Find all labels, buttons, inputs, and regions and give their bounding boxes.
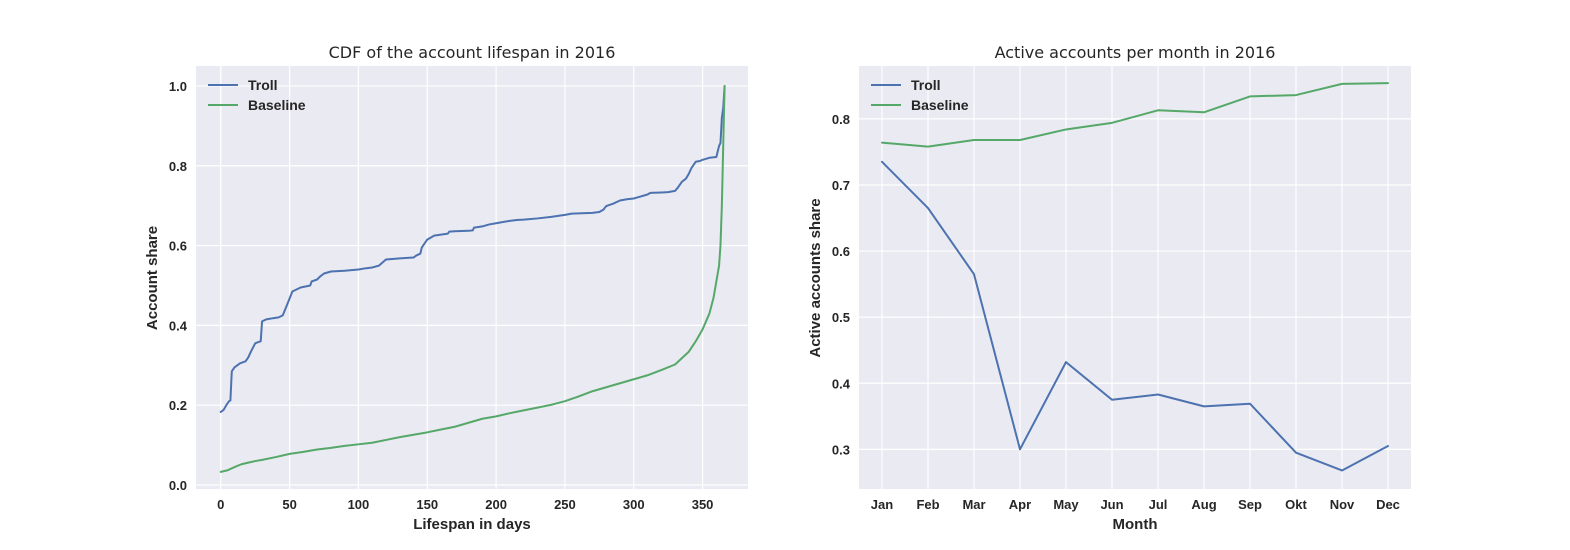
legend-label-troll: Troll — [248, 77, 278, 93]
x-tick-label: 300 — [623, 497, 645, 512]
y-tick-label: 0.0 — [169, 478, 187, 493]
active-accounts-chart: Jan Feb Mar Apr May Jun Jul Aug Sep Okt Nov Dec 0.3 0… — [807, 43, 1411, 533]
y-tick-label: 0.8 — [169, 159, 187, 174]
series-line-baseline — [219, 84, 726, 473]
x-tick-label: Jan — [871, 497, 893, 512]
legend-label-baseline: Baseline — [248, 97, 306, 113]
y-tick-label: 0.4 — [169, 318, 188, 333]
legend: Troll Baseline — [871, 77, 969, 113]
plot-area — [196, 66, 748, 489]
x-tick-label: 100 — [348, 497, 370, 512]
y-tick-label: 0.4 — [832, 376, 851, 391]
lifespan-cdf-chart: 0 50 100 150 200 250 300 3500.00.20.40.60.81.0 … — [144, 43, 748, 533]
series-line-troll — [881, 160, 1389, 472]
y-axis-label: Active accounts share — [807, 198, 824, 357]
legend-label-troll: Troll — [911, 77, 941, 93]
x-tick-label: Jul — [1149, 497, 1168, 512]
y-tick-label: 0.2 — [169, 398, 187, 413]
x-tick-label: Apr — [1009, 497, 1031, 512]
x-tick-label: Aug — [1191, 497, 1216, 512]
chart-title: CDF of the account lifespan in 2016 — [329, 43, 616, 62]
chart-title: Active accounts per month in 2016 — [995, 43, 1276, 62]
y-tick-label: 1.0 — [169, 79, 187, 94]
series-line-baseline — [881, 82, 1389, 148]
y-tick-label: 0.5 — [832, 310, 850, 325]
y-tick-label: 0.6 — [832, 244, 850, 259]
y-tick-label: 0.6 — [169, 239, 187, 254]
x-tick-label: 150 — [416, 497, 438, 512]
y-axis-label: Account share — [144, 226, 161, 330]
y-tick-label: 0.3 — [832, 442, 850, 457]
x-tick-label: Nov — [1330, 497, 1355, 512]
x-axis-label: Month — [1113, 516, 1158, 533]
x-tick-label: May — [1053, 497, 1079, 512]
legend-label-baseline: Baseline — [911, 97, 969, 113]
x-axis-label: Lifespan in days — [413, 516, 531, 533]
x-tick-label: 350 — [692, 497, 714, 512]
x-tick-label: Jun — [1100, 497, 1123, 512]
x-tick-label: 200 — [485, 497, 507, 512]
y-tick-label: 0.8 — [832, 112, 850, 127]
y-tick-label: 0.7 — [832, 178, 850, 193]
x-tick-label: Sep — [1238, 497, 1262, 512]
x-tick-label: Mar — [962, 497, 985, 512]
series-line-troll — [219, 84, 726, 413]
x-tick-label: Feb — [916, 497, 939, 512]
plot-area — [859, 66, 1411, 489]
x-tick-label: 0 — [217, 497, 224, 512]
legend: Troll Baseline — [208, 77, 306, 113]
x-tick-label: 50 — [282, 497, 296, 512]
x-tick-label: Dec — [1376, 497, 1400, 512]
x-tick-label: 250 — [554, 497, 576, 512]
x-tick-label: Okt — [1285, 497, 1307, 512]
